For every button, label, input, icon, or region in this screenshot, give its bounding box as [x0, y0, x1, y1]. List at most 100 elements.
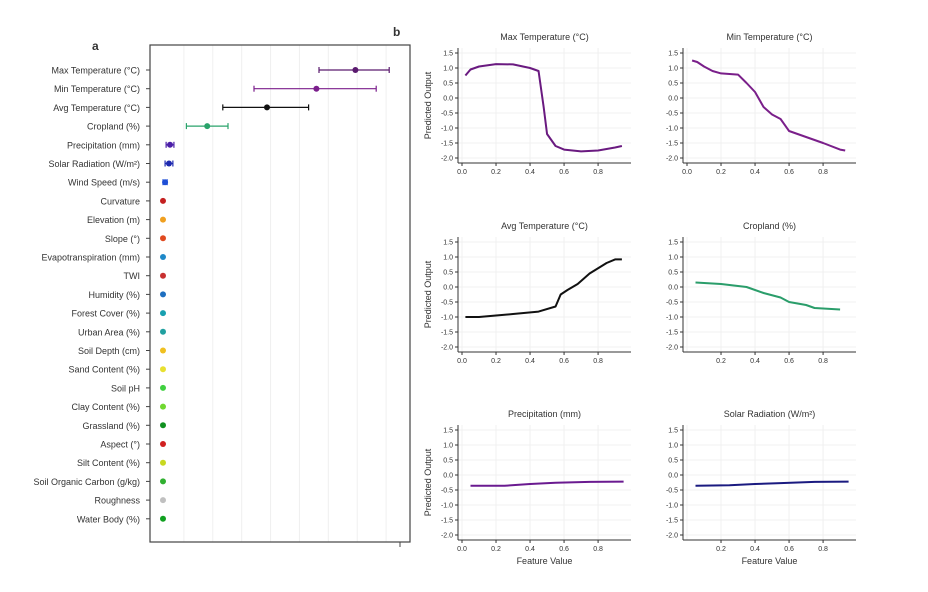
y-tick-label: -1.5 [441, 518, 453, 525]
data-point [160, 366, 166, 373]
y-tick-label: 1.0 [443, 255, 453, 262]
series-line [691, 59, 846, 152]
y-tick-label: 1.5 [443, 240, 453, 247]
x-tick-label: 0.6 [559, 169, 569, 176]
subplot-title: Min Temperature (°C) [727, 32, 813, 42]
category-label: Roughness [94, 496, 140, 506]
category-label: Soil Depth (cm) [78, 346, 140, 356]
data-point [160, 291, 166, 298]
y-tick-label: -0.5 [666, 488, 678, 495]
y-tick-label: -1.5 [666, 141, 678, 148]
x-tick-label: 0.2 [716, 358, 726, 365]
y-tick-label: -0.5 [666, 300, 678, 307]
y-axis-label: Predicted Output [423, 71, 433, 139]
y-tick-label: 1.0 [668, 443, 678, 450]
series-line [470, 480, 624, 487]
category-label: Elevation (m) [87, 215, 140, 225]
data-point [160, 310, 166, 317]
x-tick-label: 0.8 [593, 169, 603, 176]
y-tick-label: 1.0 [668, 66, 678, 73]
y-tick-label: 0.5 [668, 458, 678, 465]
y-tick-label: 0.0 [668, 473, 678, 480]
data-point [165, 160, 172, 167]
category-label: Humidity (%) [88, 290, 140, 300]
x-tick-label: 0.4 [525, 169, 535, 176]
series-line [465, 258, 622, 318]
x-axis-label: Feature Value [517, 556, 573, 566]
y-tick-label: -1.5 [666, 330, 678, 337]
subplot-title: Precipitation (mm) [508, 409, 581, 419]
category-label: Slope (°) [105, 234, 140, 244]
category-label: Evapotranspiration (mm) [41, 253, 140, 263]
category-label: Max Temperature (°C) [52, 66, 140, 76]
x-tick-label: 0.2 [491, 358, 501, 365]
x-tick-label: 0.8 [818, 358, 828, 365]
x-axis-label: Feature Value [742, 556, 798, 566]
category-label: Urban Area (%) [78, 327, 140, 337]
y-tick-label: 0.5 [443, 458, 453, 465]
y-tick-label: -1.0 [666, 315, 678, 322]
x-tick-label: 0.4 [525, 546, 535, 553]
subplot: Max Temperature (°C) 1.5 1.0 0.5 0.0 -0.5 -1.0… [423, 32, 631, 176]
y-tick-label: -0.5 [441, 300, 453, 307]
subplot: Solar Radiation (W/m²) 1.5 1.0 0.5 0.0 -0.5 -1… [666, 409, 856, 566]
x-tick-label: 0.0 [457, 358, 467, 365]
data-point [160, 478, 166, 485]
data-point [160, 384, 166, 391]
x-tick-label: 0.6 [784, 358, 794, 365]
y-tick-label: 0.5 [668, 270, 678, 277]
data-point [160, 235, 166, 242]
y-tick-label: -1.5 [441, 330, 453, 337]
y-tick-label: 1.0 [443, 66, 453, 73]
data-point [352, 67, 359, 73]
data-point [160, 422, 166, 429]
x-tick-label: 0.4 [750, 169, 760, 176]
category-label: Aspect (°) [100, 440, 140, 450]
subplot: Cropland (%) 1.5 1.0 0.5 0.0 -0.5 -1.0 -1.5 -2.0… [666, 221, 856, 365]
y-tick-label: 0.5 [668, 81, 678, 88]
x-tick-label: 0.8 [593, 358, 603, 365]
y-tick-label: -1.5 [666, 518, 678, 525]
panel-label-a: a [92, 39, 99, 53]
x-tick-label: 0.8 [818, 169, 828, 176]
x-tick-label: 0.8 [818, 546, 828, 553]
x-tick-label: 0.4 [750, 546, 760, 553]
y-tick-label: -2.0 [441, 156, 453, 163]
data-point [160, 403, 166, 410]
category-label: Solar Radiation (W/m²) [48, 159, 140, 169]
y-tick-label: 1.5 [443, 428, 453, 435]
category-label: Clay Content (%) [71, 402, 140, 412]
x-tick-label: 0.6 [559, 546, 569, 553]
x-tick-label: 0.4 [750, 358, 760, 365]
x-tick-label: 0.0 [682, 169, 692, 176]
category-label: Silt Content (%) [77, 458, 140, 468]
data-point [160, 272, 166, 279]
y-tick-label: -0.5 [441, 111, 453, 118]
data-point [167, 141, 174, 148]
y-tick-label: -1.0 [666, 126, 678, 133]
data-point [160, 197, 166, 204]
y-tick-label: -2.0 [441, 533, 453, 540]
series-line [695, 480, 849, 487]
x-tick-label: 0.2 [716, 546, 726, 553]
data-point [160, 328, 166, 335]
subplot-title: Solar Radiation (W/m²) [724, 409, 816, 419]
y-tick-label: 0.0 [443, 96, 453, 103]
y-tick-label: 0.0 [443, 473, 453, 480]
category-label: Min Temperature (°C) [54, 84, 140, 94]
x-tick-label: 0.0 [457, 169, 467, 176]
category-label: Grassland (%) [82, 421, 140, 431]
y-tick-label: -2.0 [666, 156, 678, 163]
data-point [160, 347, 166, 354]
x-tick-label: 0.0 [457, 546, 467, 553]
category-label: TWI [124, 271, 141, 281]
y-tick-label: 1.5 [668, 51, 678, 58]
data-point [313, 85, 320, 92]
series-line [464, 63, 623, 153]
series-line [695, 281, 841, 311]
data-point [160, 515, 166, 522]
data-point [160, 497, 166, 504]
y-axis-label: Predicted Output [423, 448, 433, 516]
category-label: Water Body (%) [77, 514, 140, 524]
category-label: Curvature [100, 196, 140, 206]
